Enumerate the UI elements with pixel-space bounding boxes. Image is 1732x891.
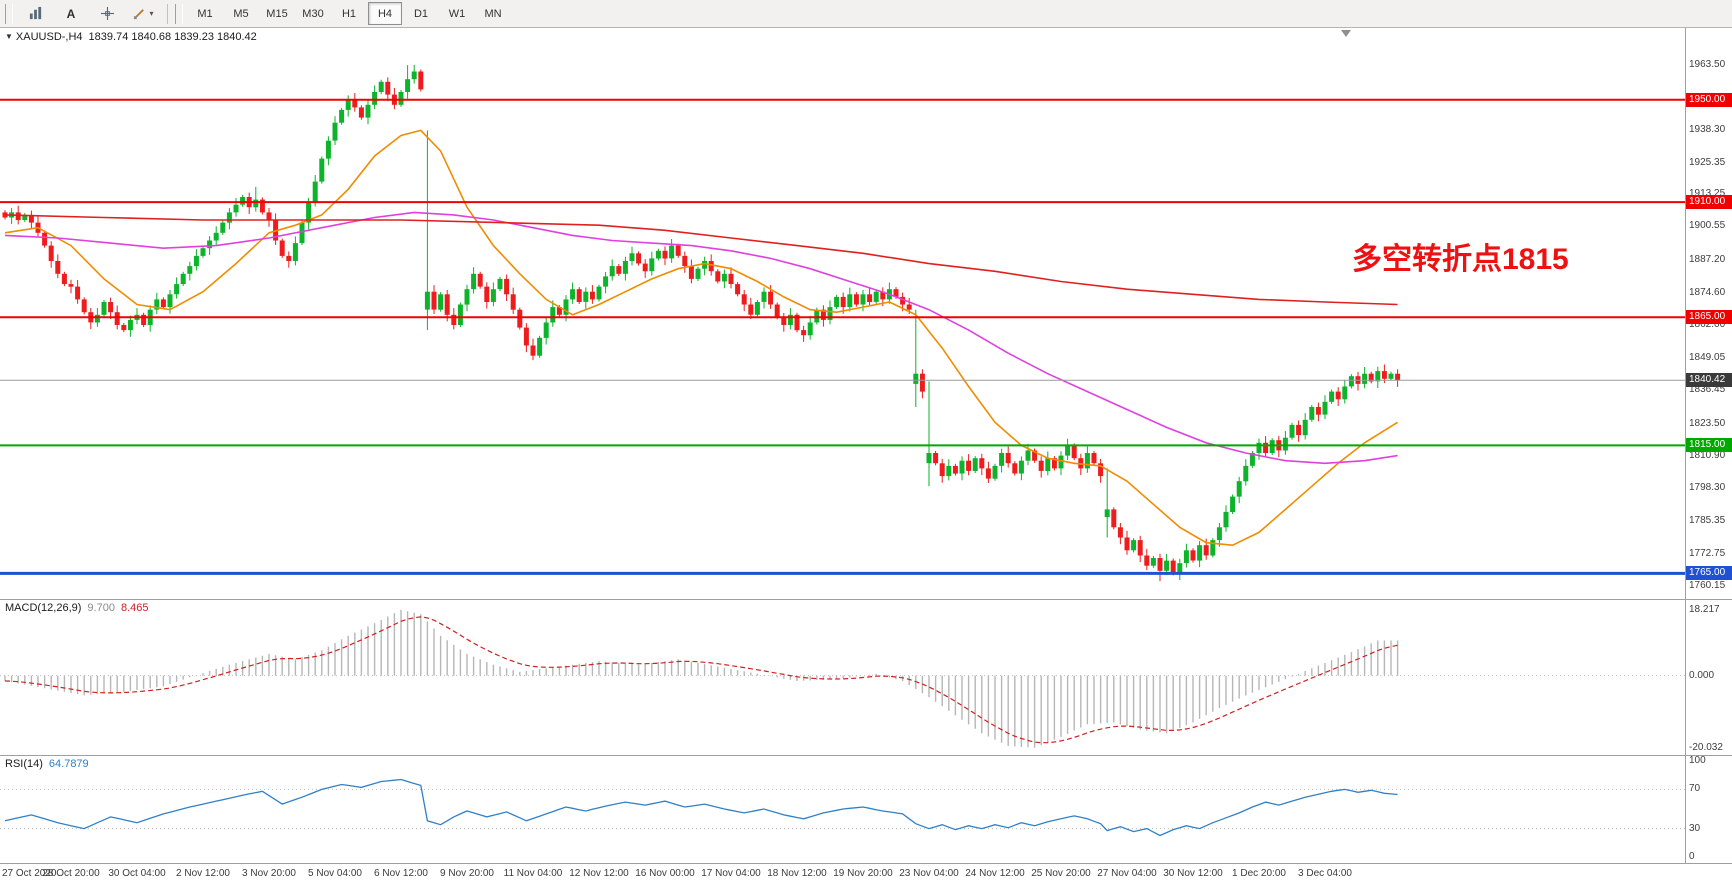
- timeframe-w1-button[interactable]: W1: [448, 7, 466, 20]
- symbol-dropdown-icon[interactable]: ▼: [5, 32, 13, 41]
- time-label: 28 Oct 20:00: [42, 868, 100, 879]
- time-axis-separator: [0, 863, 1732, 864]
- price-tick: 1913.25: [1689, 188, 1726, 199]
- price-tick: 1798.30: [1689, 482, 1726, 493]
- price-chart[interactable]: ▼ XAUUSD-,H4 1839.74 1840.68 1839.23 1840.…: [0, 28, 1685, 599]
- rsi-scale-label: 0: [1689, 851, 1695, 862]
- time-label: 6 Nov 12:00: [374, 868, 428, 879]
- timeframe-h1-button[interactable]: H1: [341, 7, 357, 20]
- macd-signal-value: 8.465: [120, 602, 149, 614]
- timeframe-m30-button[interactable]: M30: [302, 7, 324, 20]
- macd-panel[interactable]: MACD(12,26,9) 9.700 8.465: [0, 599, 1685, 755]
- price-tick: 1963.50: [1689, 59, 1726, 70]
- toolbar-drag-handle[interactable]: [5, 3, 13, 24]
- macd-scale-label: -20.032: [1689, 742, 1723, 753]
- price-tick: 1849.05: [1689, 352, 1726, 363]
- timeframe-h4-button[interactable]: H4: [368, 2, 402, 25]
- macd-label: MACD(12,26,9): [5, 602, 82, 614]
- draw-tools-button[interactable]: ▾: [126, 2, 160, 25]
- price-axis[interactable]: 1963.50 1938.30 1925.35 1913.25 1900.55 1887.…: [1686, 28, 1732, 599]
- macd-canvas: [0, 609, 1685, 748]
- toolbar-separator: [167, 3, 168, 24]
- time-label: 24 Nov 12:00: [965, 868, 1025, 879]
- rsi-header: RSI(14) 64.7879: [5, 758, 89, 770]
- time-label: 3 Dec 04:00: [1298, 868, 1352, 879]
- time-label: 23 Nov 04:00: [899, 868, 959, 879]
- macd-main-value: 9.700: [87, 602, 115, 614]
- rsi-scale-label: 100: [1689, 755, 1706, 766]
- price-tick: 1874.60: [1689, 287, 1726, 298]
- panel-resize-handle[interactable]: [0, 599, 1732, 600]
- price-level-badge: 1950.00: [1686, 93, 1732, 107]
- rsi-label: RSI(14): [5, 758, 43, 770]
- rsi-canvas: [0, 778, 1685, 837]
- macd-scale-label: 18.217: [1689, 604, 1720, 615]
- axis-separator: [1685, 28, 1686, 863]
- price-tick: 1900.55: [1689, 220, 1726, 231]
- time-label: 18 Nov 12:00: [767, 868, 827, 879]
- timeframe-mn-button[interactable]: MN: [484, 7, 502, 20]
- time-axis[interactable]: 27 Oct 2020 28 Oct 20:00 30 Oct 04:00 2 Nov…: [0, 863, 1732, 891]
- ohlc-values: 1839.74 1840.68 1839.23 1840.42: [88, 31, 257, 43]
- time-label: 27 Oct 2020: [2, 868, 57, 879]
- panel-resize-handle[interactable]: [0, 755, 1732, 756]
- price-tick: 1938.30: [1689, 124, 1726, 135]
- price-tick: 1760.15: [1689, 580, 1726, 591]
- time-label: 1 Dec 20:00: [1232, 868, 1286, 879]
- time-label: 30 Oct 04:00: [108, 868, 166, 879]
- chart-shift-marker-icon: [1341, 30, 1351, 37]
- time-label: 19 Nov 20:00: [833, 868, 893, 879]
- time-label: 3 Nov 20:00: [242, 868, 296, 879]
- price-chart-canvas: [0, 64, 1685, 582]
- price-level-badge: 1765.00: [1686, 566, 1732, 580]
- price-tick: 1862.00: [1689, 319, 1726, 330]
- price-tick: 1772.75: [1689, 548, 1726, 559]
- rsi-axis[interactable]: 100 70 30 0: [1686, 755, 1732, 863]
- price-tick: 1836.45: [1689, 384, 1726, 395]
- rsi-value: 64.7879: [48, 758, 89, 770]
- price-level-badge: 1865.00: [1686, 310, 1732, 324]
- time-label: 5 Nov 04:00: [308, 868, 362, 879]
- timeframe-m1-button[interactable]: M1: [197, 7, 213, 20]
- rsi-panel[interactable]: RSI(14) 64.7879: [0, 755, 1685, 863]
- price-level-badge: 1815.00: [1686, 438, 1732, 452]
- macd-header: MACD(12,26,9) 9.700 8.465: [5, 602, 148, 614]
- toolbar-drag-handle[interactable]: [175, 3, 183, 24]
- price-tick: 1810.90: [1689, 450, 1726, 461]
- timeframe-m15-button[interactable]: M15: [266, 7, 288, 20]
- letter-a-button[interactable]: A: [66, 6, 76, 21]
- price-tick: 1925.35: [1689, 157, 1726, 168]
- tool-buttons: A ▾: [17, 2, 161, 25]
- timeframe-buttons: M1 M5 M15 M30 H1 H4 D1 W1 MN: [187, 2, 511, 25]
- time-label: 30 Nov 12:00: [1163, 868, 1223, 879]
- time-label: 27 Nov 04:00: [1097, 868, 1157, 879]
- crosshair-icon[interactable]: [90, 2, 124, 25]
- price-tick: 1887.20: [1689, 254, 1726, 265]
- price-level-badge: 1840.42: [1686, 373, 1732, 387]
- time-label: 12 Nov 12:00: [569, 868, 629, 879]
- price-tick: 1785.35: [1689, 515, 1726, 526]
- rsi-scale-label: 30: [1689, 823, 1701, 834]
- macd-scale-label: 0.000: [1689, 670, 1715, 681]
- timeframe-m5-button[interactable]: M5: [233, 7, 249, 20]
- toolbar: A ▾ M1 M5 M15 M30 H1 H4 D1 W1 MN: [0, 0, 1732, 28]
- rsi-scale-label: 70: [1689, 783, 1701, 794]
- price-level-badge: 1910.00: [1686, 195, 1732, 209]
- chart-header: ▼ XAUUSD-,H4 1839.74 1840.68 1839.23 1840.…: [5, 31, 257, 43]
- time-label: 9 Nov 20:00: [440, 868, 494, 879]
- time-label: 16 Nov 00:00: [635, 868, 695, 879]
- time-label: 2 Nov 12:00: [176, 868, 230, 879]
- macd-axis[interactable]: 18.217 0.000 -20.032: [1686, 599, 1732, 755]
- annotation-text: 多空转折点1815: [1352, 243, 1569, 276]
- chevron-down-icon: ▾: [149, 9, 154, 18]
- price-tick: 1823.50: [1689, 418, 1726, 429]
- time-label: 17 Nov 04:00: [701, 868, 761, 879]
- time-label: 25 Nov 20:00: [1031, 868, 1091, 879]
- symbol-label: XAUUSD-,H4: [15, 31, 83, 43]
- timeframe-d1-button[interactable]: D1: [413, 7, 429, 20]
- time-label: 11 Nov 04:00: [503, 868, 563, 879]
- bar-chart-icon[interactable]: [18, 2, 52, 25]
